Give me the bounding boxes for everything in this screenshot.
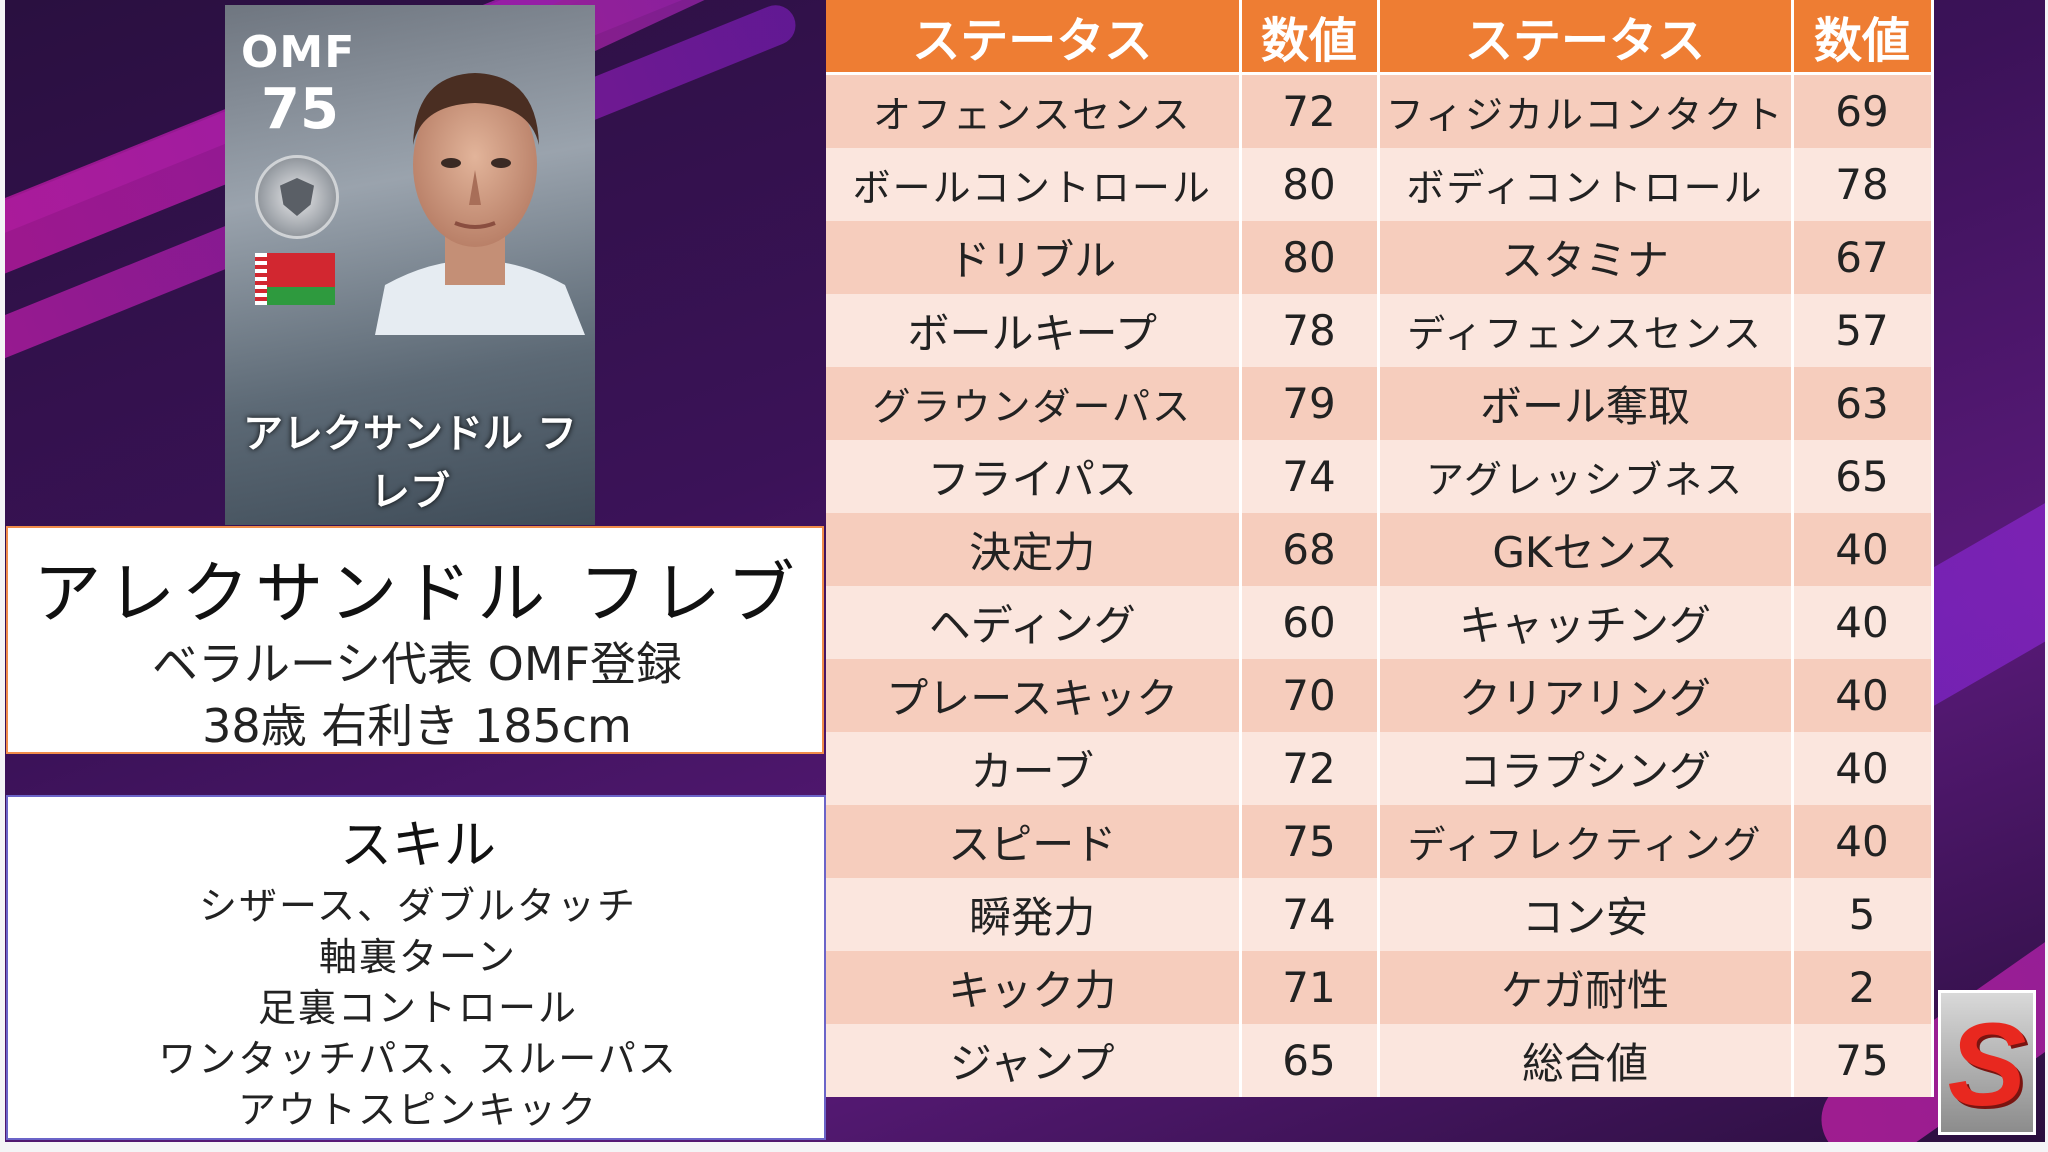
stat-name: ボールコントロール <box>826 148 1242 221</box>
stats-row: ヘディング 60 キャッチング 40 <box>826 586 1934 659</box>
stats-table: ステータス 数値 ステータス 数値 オフェンスセンス 72 フィジカルコンタクト 69… <box>826 0 1934 1097</box>
stats-row: ボールキープ 78 ディフェンスセンス 57 <box>826 294 1934 367</box>
stat-value: 40 <box>1792 659 1934 732</box>
stat-value: 60 <box>1240 586 1380 659</box>
stats-row: キック力 71 ケガ耐性 2 <box>826 951 1934 1024</box>
stats-row: フライパス 74 アグレッシブネス 65 <box>826 440 1934 513</box>
header-stat-value: 数値 <box>1240 0 1380 75</box>
stats-row: オフェンスセンス 72 フィジカルコンタクト 69 <box>826 73 1934 148</box>
stat-value: 74 <box>1240 878 1380 951</box>
stat-name: アグレッシブネス <box>1378 440 1794 513</box>
card-player-name: アレクサンドル フレブ <box>243 411 577 515</box>
stat-value: 72 <box>1240 73 1380 148</box>
skill-line: 軸裏ターン <box>318 935 518 979</box>
stat-name: プレースキック <box>826 659 1242 732</box>
stat-name: グラウンダーパス <box>826 367 1242 440</box>
stat-name: ケガ耐性 <box>1378 951 1794 1024</box>
stats-row: 瞬発力 74 コン安 5 <box>826 878 1934 951</box>
stats-row: プレースキック 70 クリアリング 40 <box>826 659 1934 732</box>
stats-row: グラウンダーパス 79 ボール奪取 63 <box>826 367 1934 440</box>
stat-value: 65 <box>1240 1024 1380 1097</box>
stat-name: キック力 <box>826 951 1242 1024</box>
stat-value: 65 <box>1792 440 1934 513</box>
skill-line: ワンタッチパス、スルーパス <box>158 1037 678 1081</box>
belarus-flag-icon <box>255 253 335 305</box>
stat-name: 瞬発力 <box>826 878 1242 951</box>
stat-name: ジャンプ <box>826 1024 1242 1097</box>
stat-name: GKセンス <box>1378 513 1794 586</box>
league-badge-icon <box>255 155 339 239</box>
stat-name: スピード <box>826 805 1242 878</box>
stat-name: ディフレクティング <box>1378 805 1794 878</box>
stat-name: クリアリング <box>1378 659 1794 732</box>
stats-row: カーブ 72 コラプシング 40 <box>826 732 1934 805</box>
stat-name: ボール奪取 <box>1378 367 1794 440</box>
stat-name: ヘディング <box>826 586 1242 659</box>
stats-header-row: ステータス 数値 ステータス 数値 <box>826 0 1934 75</box>
stat-name: フライパス <box>826 440 1242 513</box>
stats-row: ドリブル 80 スタミナ 67 <box>826 221 1934 294</box>
stat-value: 40 <box>1792 732 1934 805</box>
stat-name: ドリブル <box>826 221 1242 294</box>
stat-value: 63 <box>1792 367 1934 440</box>
player-name: アレクサンドル フレブ <box>33 555 801 634</box>
stat-value: 2 <box>1792 951 1934 1024</box>
stat-value: 79 <box>1240 367 1380 440</box>
stat-value: 71 <box>1240 951 1380 1024</box>
stat-value: 69 <box>1792 73 1934 148</box>
header-stat-value: 数値 <box>1792 0 1934 75</box>
stat-value: 72 <box>1240 732 1380 805</box>
stats-row: 決定力 68 GKセンス 40 <box>826 513 1934 586</box>
stat-value: 75 <box>1792 1024 1934 1097</box>
player-card: OMF 75 アレクサンドル フレブ <box>225 5 595 525</box>
player-info: 38歳 右利き 185cm <box>202 699 632 753</box>
stat-value: 40 <box>1792 513 1934 586</box>
header-stat-name: ステータス <box>1378 0 1794 75</box>
stat-value: 40 <box>1792 586 1934 659</box>
card-position: OMF <box>241 27 356 78</box>
s-logo-icon: S <box>1938 990 2036 1135</box>
skills-title: スキル <box>339 816 496 876</box>
stat-name: 決定力 <box>826 513 1242 586</box>
shield-icon <box>280 178 314 216</box>
logo-letter: S <box>1947 999 2027 1131</box>
stat-name: コン安 <box>1378 878 1794 951</box>
stat-name: フィジカルコンタクト <box>1378 73 1794 148</box>
stat-name: カーブ <box>826 732 1242 805</box>
stat-name: オフェンスセンス <box>826 73 1242 148</box>
stat-value: 80 <box>1240 148 1380 221</box>
stat-name: 総合値 <box>1378 1024 1794 1097</box>
stats-row: ボールコントロール 80 ボディコントロール 78 <box>826 148 1934 221</box>
skill-line: シザース、ダブルタッチ <box>198 884 638 928</box>
stat-value: 68 <box>1240 513 1380 586</box>
stat-value: 67 <box>1792 221 1934 294</box>
stat-name: ボールキープ <box>826 294 1242 367</box>
stat-value: 78 <box>1240 294 1380 367</box>
stat-name: ディフェンスセンス <box>1378 294 1794 367</box>
stat-value: 70 <box>1240 659 1380 732</box>
stat-value: 5 <box>1792 878 1934 951</box>
stat-name: スタミナ <box>1378 221 1794 294</box>
stat-value: 80 <box>1240 221 1380 294</box>
header-stat-name: ステータス <box>826 0 1242 75</box>
stat-value: 74 <box>1240 440 1380 513</box>
stat-name: キャッチング <box>1378 586 1794 659</box>
profile-box: アレクサンドル フレブ ベラルーシ代表 OMF登録 38歳 右利き 185cm <box>6 526 824 754</box>
stats-row: スピード 75 ディフレクティング 40 <box>826 805 1934 878</box>
skills-box: スキル シザース、ダブルタッチ 軸裏ターン 足裏コントロール ワンタッチパス、ス… <box>6 795 826 1140</box>
stat-value: 78 <box>1792 148 1934 221</box>
card-rating: 75 <box>261 77 339 142</box>
stat-name: ボディコントロール <box>1378 148 1794 221</box>
player-portrait <box>375 73 585 335</box>
skill-line: 足裏コントロール <box>257 986 578 1030</box>
skill-line: アウトスピンキック <box>237 1088 598 1132</box>
stat-value: 57 <box>1792 294 1934 367</box>
stat-value: 75 <box>1240 805 1380 878</box>
player-team: ベラルーシ代表 OMF登録 <box>151 637 683 691</box>
stat-name: コラプシング <box>1378 732 1794 805</box>
stats-row: ジャンプ 65 総合値 75 <box>826 1024 1934 1097</box>
stat-value: 40 <box>1792 805 1934 878</box>
